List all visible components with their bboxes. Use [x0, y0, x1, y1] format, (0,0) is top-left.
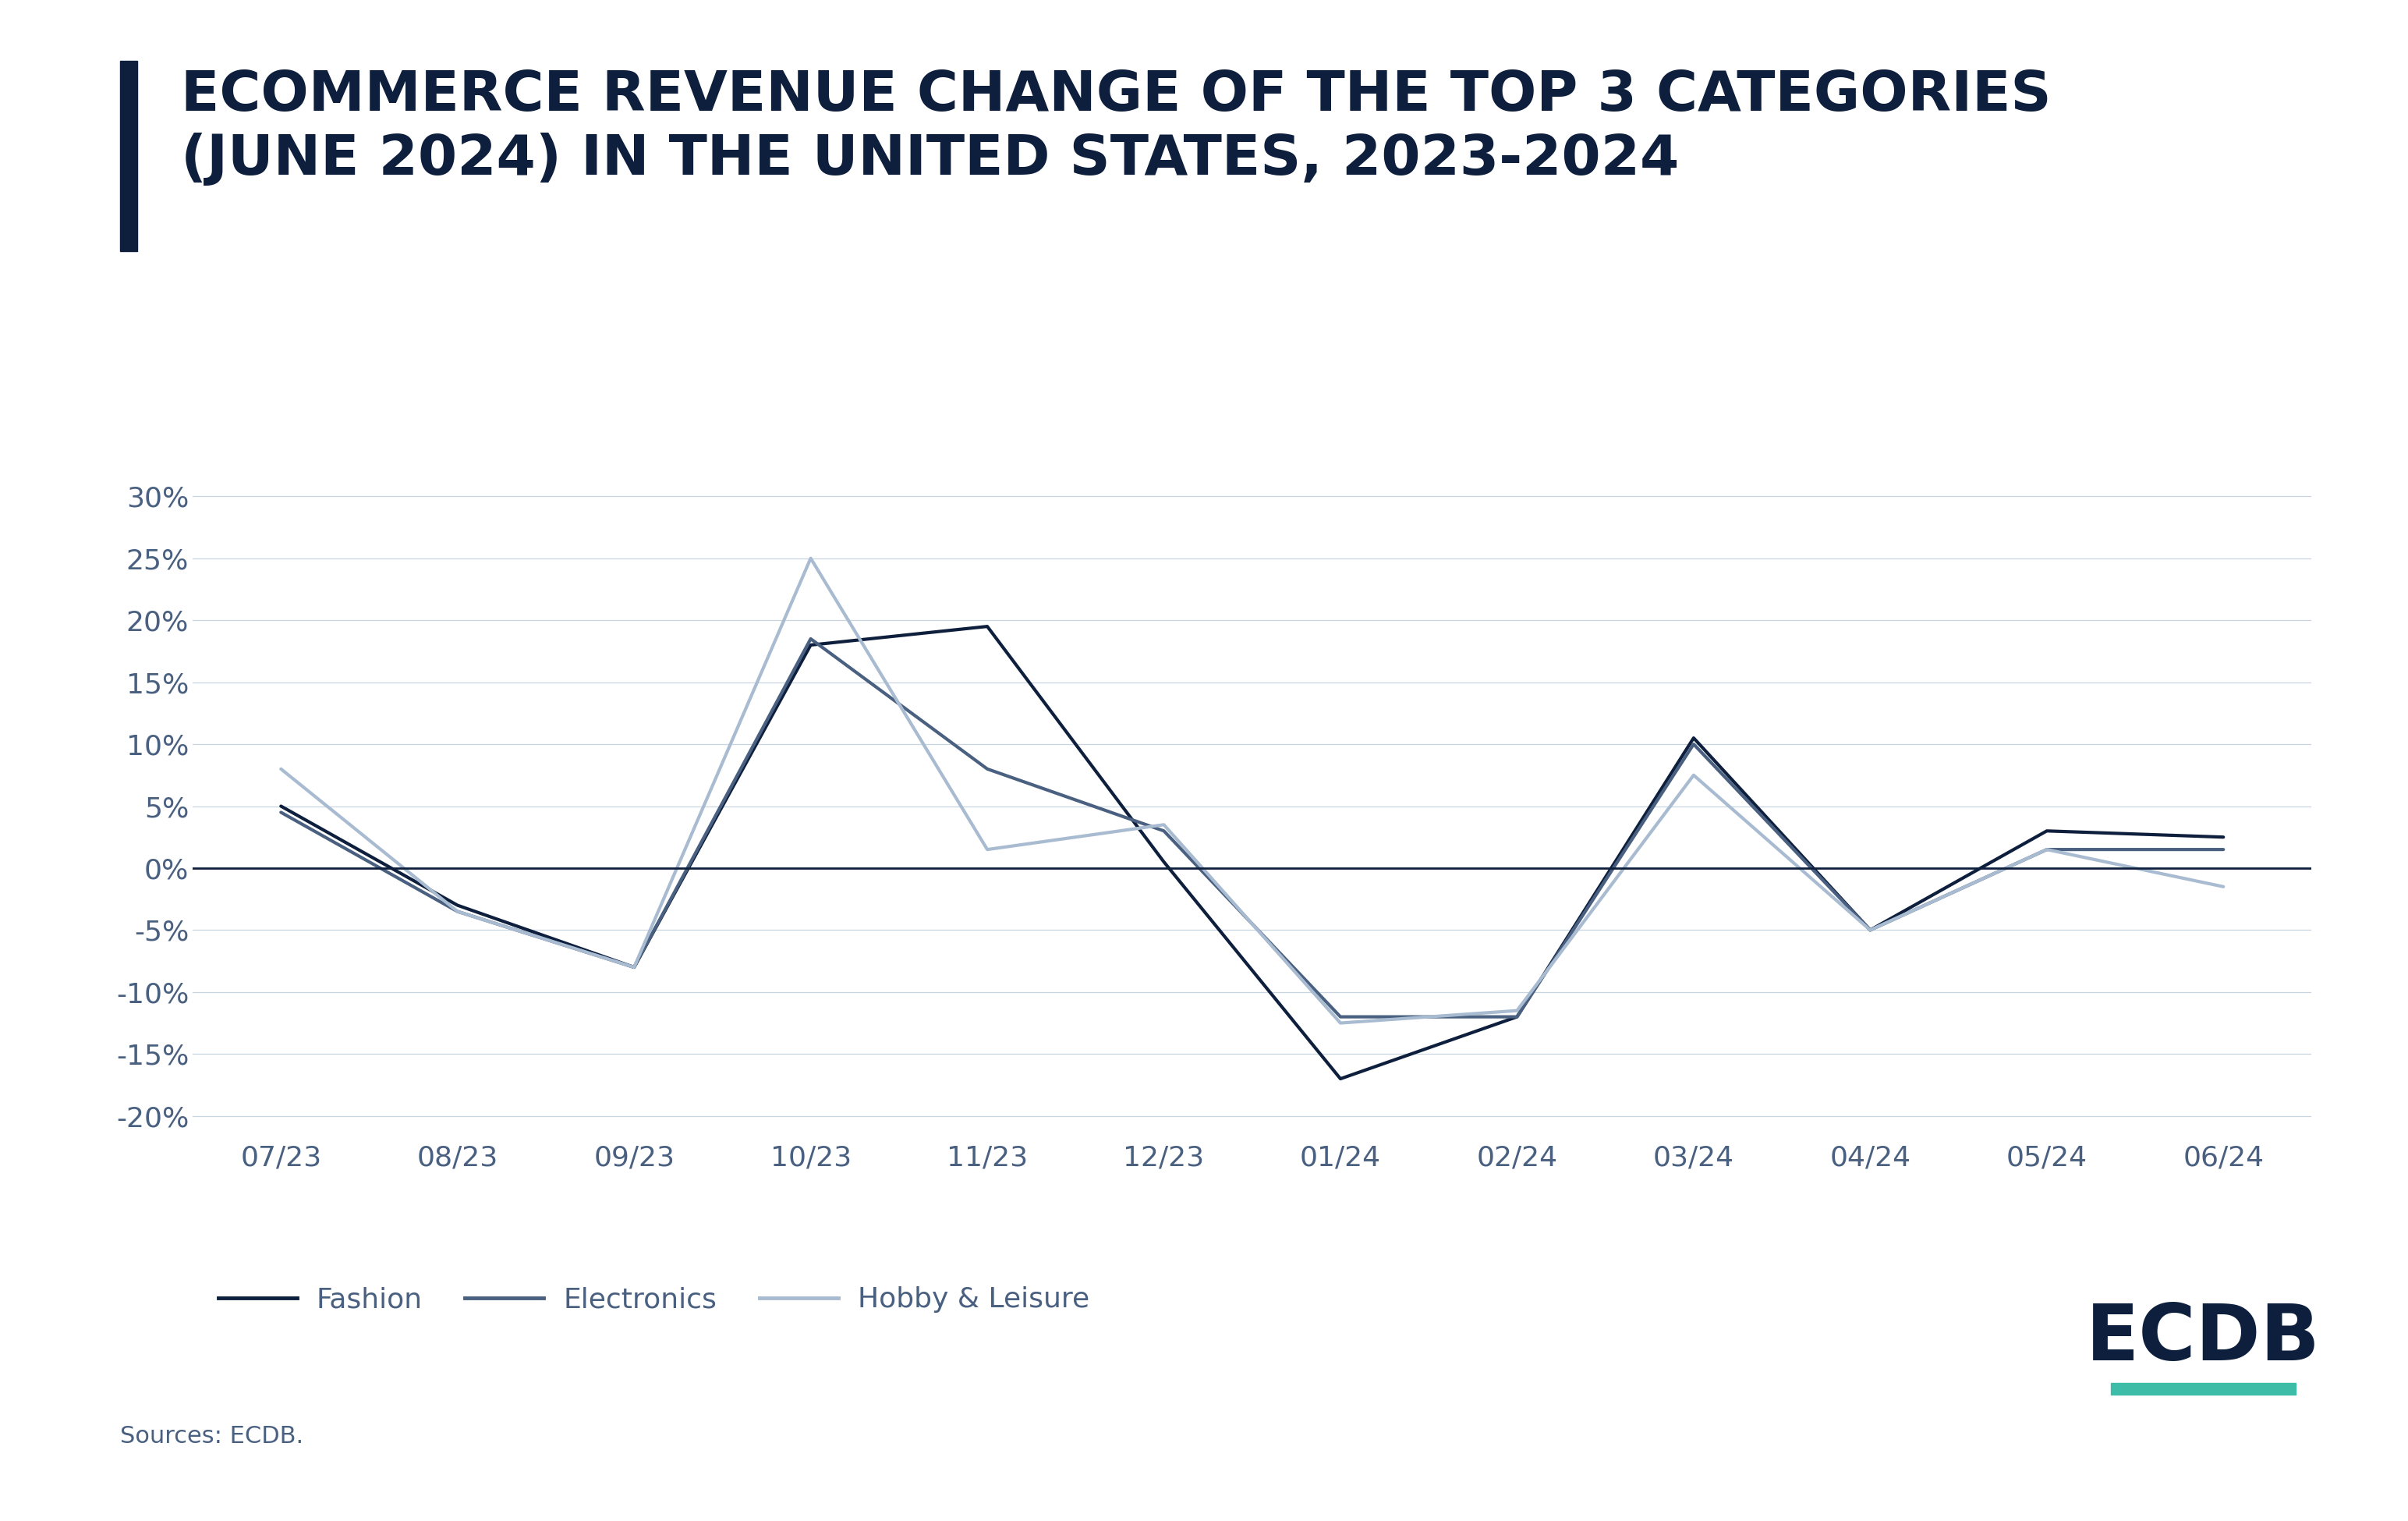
Text: ECDB: ECDB [2085, 1300, 2321, 1377]
Legend: Fashion, Electronics, Hobby & Leisure: Fashion, Electronics, Hobby & Leisure [207, 1275, 1100, 1325]
Text: ECOMMERCE REVENUE CHANGE OF THE TOP 3 CATEGORIES
(JUNE 2024) IN THE UNITED STATE: ECOMMERCE REVENUE CHANGE OF THE TOP 3 CA… [181, 68, 2052, 187]
Text: Sources: ECDB.: Sources: ECDB. [120, 1425, 303, 1448]
